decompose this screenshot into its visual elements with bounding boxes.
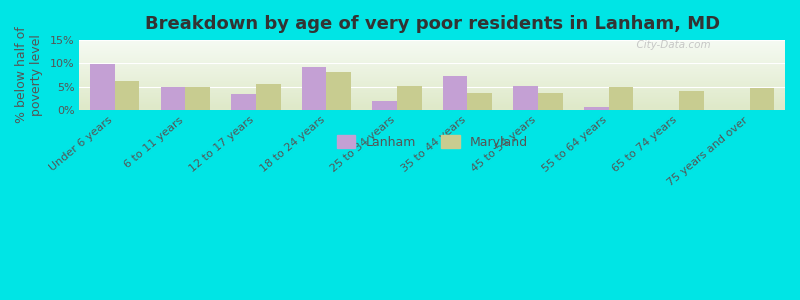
Bar — [467, 93, 492, 110]
Bar — [79, 85, 785, 86]
Y-axis label: % below half of
poverty level: % below half of poverty level — [15, 27, 43, 123]
Bar — [79, 108, 785, 109]
Text: City-Data.com: City-Data.com — [630, 40, 710, 50]
Bar — [79, 77, 785, 78]
Bar — [79, 57, 785, 58]
Bar — [79, 68, 785, 69]
Bar — [79, 61, 785, 62]
Bar — [79, 65, 785, 66]
Bar — [79, 49, 785, 50]
Bar — [79, 81, 785, 82]
Bar — [79, 55, 785, 56]
Bar — [79, 64, 785, 65]
Bar — [79, 51, 785, 52]
Bar — [326, 72, 351, 110]
Bar — [79, 93, 785, 94]
Bar — [679, 91, 704, 110]
Bar — [161, 87, 186, 110]
Bar — [79, 75, 785, 76]
Bar — [79, 90, 785, 91]
Bar — [79, 103, 785, 104]
Bar — [79, 94, 785, 95]
Bar — [79, 106, 785, 107]
Bar — [79, 74, 785, 75]
Bar — [538, 93, 562, 110]
Bar — [79, 84, 785, 85]
Bar — [79, 40, 785, 41]
Legend: Lanham, Maryland: Lanham, Maryland — [332, 130, 533, 154]
Bar — [114, 81, 139, 110]
Bar — [79, 41, 785, 42]
Bar — [397, 86, 422, 110]
Bar — [79, 53, 785, 54]
Bar — [79, 48, 785, 49]
Bar — [79, 102, 785, 103]
Bar — [79, 95, 785, 96]
Title: Breakdown by age of very poor residents in Lanham, MD: Breakdown by age of very poor residents … — [145, 15, 720, 33]
Bar — [79, 69, 785, 70]
Bar — [231, 94, 256, 110]
Bar — [79, 104, 785, 105]
Bar — [79, 107, 785, 108]
Bar — [79, 62, 785, 63]
Bar — [79, 101, 785, 102]
Bar — [79, 83, 785, 84]
Bar — [79, 88, 785, 89]
Bar — [79, 71, 785, 72]
Bar — [372, 100, 397, 110]
Bar — [79, 67, 785, 68]
Bar — [79, 78, 785, 79]
Bar — [79, 56, 785, 57]
Bar — [79, 58, 785, 59]
Bar — [79, 44, 785, 45]
Bar — [90, 64, 114, 110]
Bar — [79, 43, 785, 44]
Bar — [79, 42, 785, 43]
Bar — [79, 92, 785, 93]
Bar — [79, 100, 785, 101]
Bar — [584, 107, 609, 110]
Bar — [302, 67, 326, 110]
Bar — [79, 86, 785, 87]
Bar — [79, 70, 785, 71]
Bar — [79, 46, 785, 47]
Bar — [79, 109, 785, 110]
Bar — [79, 50, 785, 51]
Bar — [256, 84, 281, 110]
Bar — [609, 87, 634, 110]
Bar — [79, 52, 785, 53]
Bar — [79, 79, 785, 80]
Bar — [79, 99, 785, 100]
Bar — [514, 86, 538, 110]
Bar — [186, 87, 210, 110]
Bar — [750, 88, 774, 110]
Bar — [79, 59, 785, 60]
Bar — [79, 60, 785, 61]
Bar — [79, 98, 785, 99]
Bar — [79, 89, 785, 90]
Bar — [79, 91, 785, 92]
Bar — [79, 47, 785, 48]
Bar — [79, 66, 785, 67]
Bar — [79, 82, 785, 83]
Bar — [442, 76, 467, 110]
Bar — [79, 63, 785, 64]
Bar — [79, 54, 785, 55]
Bar — [79, 87, 785, 88]
Bar — [79, 105, 785, 106]
Bar — [79, 45, 785, 46]
Bar — [79, 76, 785, 77]
Bar — [79, 80, 785, 81]
Bar — [79, 97, 785, 98]
Bar — [79, 72, 785, 73]
Bar — [79, 96, 785, 97]
